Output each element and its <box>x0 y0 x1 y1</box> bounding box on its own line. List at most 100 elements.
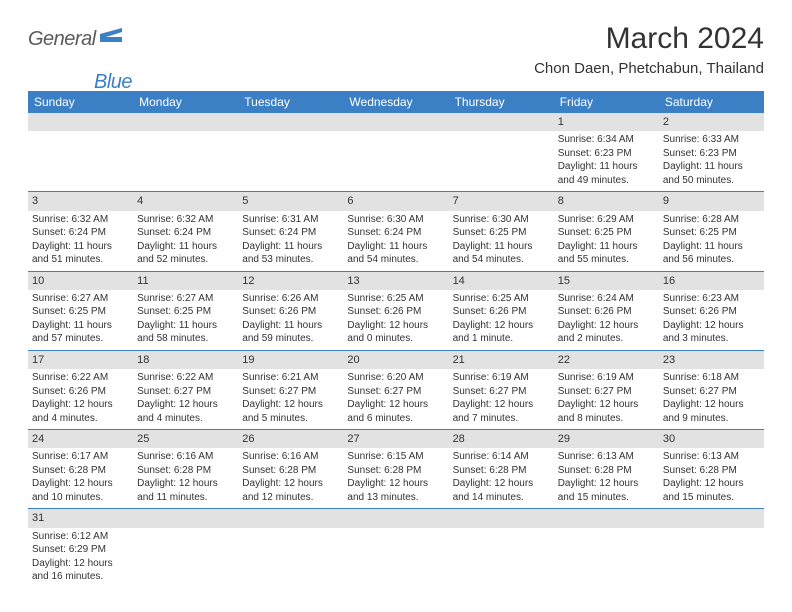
sunset-text: Sunset: 6:29 PM <box>32 543 129 557</box>
day-number: 24 <box>28 430 133 448</box>
day-content: Sunrise: 6:32 AMSunset: 6:24 PMDaylight:… <box>28 211 133 271</box>
daylight-text: Daylight: 12 hours and 10 minutes. <box>32 477 129 504</box>
sunset-text: Sunset: 6:26 PM <box>32 385 129 399</box>
daylight-text: Daylight: 12 hours and 15 minutes. <box>558 477 655 504</box>
sunrise-text: Sunrise: 6:25 AM <box>347 292 444 306</box>
calendar-page: General March 2024 Chon Daen, Phetchabun… <box>0 0 792 600</box>
day-number: 16 <box>659 272 764 290</box>
sunrise-text: Sunrise: 6:27 AM <box>32 292 129 306</box>
calendar-week: 31Sunrise: 6:12 AMSunset: 6:29 PMDayligh… <box>28 509 764 588</box>
calendar-day: 13Sunrise: 6:25 AMSunset: 6:26 PMDayligh… <box>343 271 448 350</box>
sunset-text: Sunset: 6:25 PM <box>558 226 655 240</box>
calendar-day: 30Sunrise: 6:13 AMSunset: 6:28 PMDayligh… <box>659 430 764 509</box>
calendar-day: 24 Sunrise: 6:17 AMSunset: 6:28 PMDayligh… <box>28 430 133 509</box>
day-content: Sunrise: 6:29 AMSunset: 6:25 PMDaylight:… <box>554 211 659 271</box>
sunrise-text: Sunrise: 6:22 AM <box>137 371 234 385</box>
day-number: 23 <box>659 351 764 369</box>
day-number: 19 <box>238 351 343 369</box>
sunset-text: Sunset: 6:27 PM <box>137 385 234 399</box>
calendar-day-empty <box>449 509 554 588</box>
day-number-empty <box>343 509 448 527</box>
calendar-day: 23Sunrise: 6:18 AMSunset: 6:27 PMDayligh… <box>659 350 764 429</box>
day-number: 10 <box>28 272 133 290</box>
sunset-text: Sunset: 6:28 PM <box>347 464 444 478</box>
calendar-day-empty <box>554 509 659 588</box>
sunset-text: Sunset: 6:28 PM <box>32 464 129 478</box>
calendar-day: 14Sunrise: 6:25 AMSunset: 6:26 PMDayligh… <box>449 271 554 350</box>
daylight-text: Daylight: 11 hours and 49 minutes. <box>558 160 655 187</box>
weekday-header: Monday <box>133 91 238 113</box>
calendar-day-empty <box>343 113 448 192</box>
day-number: 17 <box>28 351 133 369</box>
day-number: 6 <box>343 192 448 210</box>
daylight-text: Daylight: 11 hours and 56 minutes. <box>663 240 760 267</box>
daylight-text: Daylight: 12 hours and 16 minutes. <box>32 557 129 584</box>
sunrise-text: Sunrise: 6:30 AM <box>453 213 550 227</box>
daylight-text: Daylight: 12 hours and 4 minutes. <box>32 398 129 425</box>
day-content: Sunrise: 6:20 AMSunset: 6:27 PMDaylight:… <box>343 369 448 429</box>
day-number: 9 <box>659 192 764 210</box>
daylight-text: Daylight: 12 hours and 12 minutes. <box>242 477 339 504</box>
calendar-day: 22Sunrise: 6:19 AMSunset: 6:27 PMDayligh… <box>554 350 659 429</box>
sunset-text: Sunset: 6:28 PM <box>137 464 234 478</box>
day-content: Sunrise: 6:12 AMSunset: 6:29 PMDaylight:… <box>28 528 133 588</box>
day-number-empty <box>238 509 343 527</box>
day-content: Sunrise: 6:15 AMSunset: 6:28 PMDaylight:… <box>343 448 448 508</box>
sunrise-text: Sunrise: 6:26 AM <box>242 292 339 306</box>
day-number-empty <box>554 509 659 527</box>
day-number: 21 <box>449 351 554 369</box>
calendar-day: 3Sunrise: 6:32 AMSunset: 6:24 PMDaylight… <box>28 192 133 271</box>
sunrise-text: Sunrise: 6:34 AM <box>558 133 655 147</box>
calendar-day: 6Sunrise: 6:30 AMSunset: 6:24 PMDaylight… <box>343 192 448 271</box>
day-content: Sunrise: 6:26 AMSunset: 6:26 PMDaylight:… <box>238 290 343 350</box>
sunset-text: Sunset: 6:27 PM <box>453 385 550 399</box>
sunset-text: Sunset: 6:27 PM <box>242 385 339 399</box>
calendar-day: 17 Sunrise: 6:22 AMSunset: 6:26 PMDayligh… <box>28 350 133 429</box>
sunrise-text: Sunrise: 6:13 AM <box>663 450 760 464</box>
day-number: 31 <box>28 509 133 527</box>
daylight-text: Daylight: 12 hours and 7 minutes. <box>453 398 550 425</box>
flag-icon <box>100 28 124 51</box>
calendar-head: SundayMondayTuesdayWednesdayThursdayFrid… <box>28 91 764 113</box>
calendar-day-empty <box>133 509 238 588</box>
calendar-table: SundayMondayTuesdayWednesdayThursdayFrid… <box>28 91 764 588</box>
sunset-text: Sunset: 6:23 PM <box>663 147 760 161</box>
weekday-header: Tuesday <box>238 91 343 113</box>
daylight-text: Daylight: 12 hours and 6 minutes. <box>347 398 444 425</box>
calendar-day: 2Sunrise: 6:33 AMSunset: 6:23 PMDaylight… <box>659 113 764 192</box>
sunrise-text: Sunrise: 6:29 AM <box>558 213 655 227</box>
calendar-day: 20Sunrise: 6:20 AMSunset: 6:27 PMDayligh… <box>343 350 448 429</box>
calendar-day: 29Sunrise: 6:13 AMSunset: 6:28 PMDayligh… <box>554 430 659 509</box>
day-content: Sunrise: 6:23 AMSunset: 6:26 PMDaylight:… <box>659 290 764 350</box>
sunrise-text: Sunrise: 6:23 AM <box>663 292 760 306</box>
daylight-text: Daylight: 11 hours and 53 minutes. <box>242 240 339 267</box>
sunrise-text: Sunrise: 6:22 AM <box>32 371 129 385</box>
calendar-week: 24Sunrise: 6:17 AMSunset: 6:28 PMDayligh… <box>28 430 764 509</box>
day-content: Sunrise: 6:13 AMSunset: 6:28 PMDaylight:… <box>659 448 764 508</box>
calendar-day: 8Sunrise: 6:29 AMSunset: 6:25 PMDaylight… <box>554 192 659 271</box>
calendar-day: 4Sunrise: 6:32 AMSunset: 6:24 PMDaylight… <box>133 192 238 271</box>
sunrise-text: Sunrise: 6:15 AM <box>347 450 444 464</box>
calendar-day-empty <box>343 509 448 588</box>
sunrise-text: Sunrise: 6:17 AM <box>32 450 129 464</box>
calendar-day: 9Sunrise: 6:28 AMSunset: 6:25 PMDaylight… <box>659 192 764 271</box>
sunrise-text: Sunrise: 6:21 AM <box>242 371 339 385</box>
sunset-text: Sunset: 6:23 PM <box>558 147 655 161</box>
daylight-text: Daylight: 12 hours and 4 minutes. <box>137 398 234 425</box>
day-number: 30 <box>659 430 764 448</box>
sunset-text: Sunset: 6:26 PM <box>663 305 760 319</box>
day-content: Sunrise: 6:16 AMSunset: 6:28 PMDaylight:… <box>133 448 238 508</box>
calendar-day: 15Sunrise: 6:24 AMSunset: 6:26 PMDayligh… <box>554 271 659 350</box>
daylight-text: Daylight: 12 hours and 8 minutes. <box>558 398 655 425</box>
calendar-day-empty <box>238 509 343 588</box>
day-number: 3 <box>28 192 133 210</box>
day-number-empty <box>449 509 554 527</box>
day-number: 2 <box>659 113 764 131</box>
day-content: Sunrise: 6:25 AMSunset: 6:26 PMDaylight:… <box>343 290 448 350</box>
logo-text-general: General <box>28 28 96 51</box>
calendar-week: 17Sunrise: 6:22 AMSunset: 6:26 PMDayligh… <box>28 350 764 429</box>
day-number: 18 <box>133 351 238 369</box>
day-content: Sunrise: 6:24 AMSunset: 6:26 PMDaylight:… <box>554 290 659 350</box>
calendar-day: 5Sunrise: 6:31 AMSunset: 6:24 PMDaylight… <box>238 192 343 271</box>
day-content: Sunrise: 6:22 AMSunset: 6:27 PMDaylight:… <box>133 369 238 429</box>
